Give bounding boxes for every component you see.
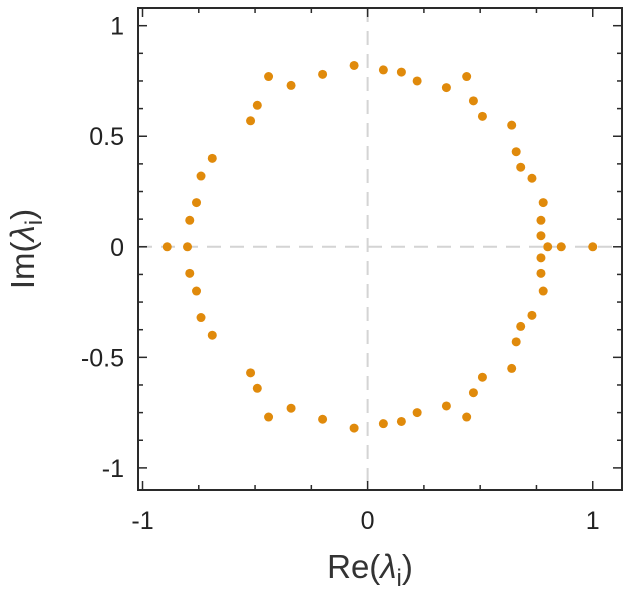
data-point xyxy=(536,231,546,241)
data-point xyxy=(196,313,206,323)
data-point xyxy=(511,337,521,347)
data-point xyxy=(349,423,359,433)
data-point xyxy=(462,72,472,82)
data-point xyxy=(207,153,217,163)
data-point xyxy=(462,412,472,422)
data-point xyxy=(412,76,422,86)
y-tick-label: 0.5 xyxy=(89,123,124,151)
y-tick-label: -0.5 xyxy=(81,344,124,372)
data-point xyxy=(507,120,517,130)
data-point xyxy=(349,60,359,70)
data-markers xyxy=(162,60,598,433)
data-point xyxy=(185,215,195,225)
data-point xyxy=(477,111,487,121)
zero-lines xyxy=(138,8,622,490)
data-point xyxy=(511,147,521,157)
data-point xyxy=(185,268,195,278)
data-point xyxy=(207,330,217,340)
data-point xyxy=(412,408,422,418)
y-tick-label: 1 xyxy=(110,13,124,41)
data-point xyxy=(252,383,262,393)
data-point xyxy=(516,162,526,172)
data-point xyxy=(264,72,274,82)
data-point xyxy=(378,65,388,75)
data-point xyxy=(396,416,406,426)
data-point xyxy=(468,96,478,106)
data-point xyxy=(536,215,546,225)
data-point xyxy=(318,414,328,424)
data-point xyxy=(162,242,172,252)
x-tick-label: 0 xyxy=(361,507,375,535)
data-point xyxy=(516,321,526,331)
data-point xyxy=(543,242,553,252)
x-axis-title: Re(λi) xyxy=(327,548,413,592)
data-point xyxy=(396,67,406,77)
x-tick-label: -1 xyxy=(131,507,153,535)
tick-labels: -1 0 1 -1 -0.5 0 0.5 1 xyxy=(81,13,600,535)
y-tick-label: -1 xyxy=(102,455,124,483)
data-point xyxy=(192,198,202,208)
data-point xyxy=(252,100,262,110)
data-point xyxy=(527,310,537,320)
x-tick-label: 1 xyxy=(586,507,600,535)
data-point xyxy=(477,372,487,382)
data-point xyxy=(286,80,296,90)
data-point xyxy=(318,69,328,79)
plot-frame xyxy=(137,7,623,491)
data-point xyxy=(264,412,274,422)
y-axis-title: Im(λi) xyxy=(4,209,48,289)
data-point xyxy=(507,363,517,373)
data-point xyxy=(441,83,451,93)
data-point xyxy=(538,198,548,208)
data-point xyxy=(192,286,202,296)
data-point xyxy=(538,286,548,296)
data-point xyxy=(588,242,598,252)
data-point xyxy=(527,173,537,183)
data-point xyxy=(246,116,256,126)
data-point xyxy=(183,242,193,252)
y-tick-label: 0 xyxy=(110,234,124,262)
data-point xyxy=(196,171,206,181)
data-point xyxy=(441,401,451,411)
data-point xyxy=(286,403,296,413)
data-point xyxy=(556,242,566,252)
data-point xyxy=(536,253,546,263)
data-point xyxy=(246,368,256,378)
data-point xyxy=(468,388,478,398)
axis-ticks xyxy=(138,8,622,490)
data-point xyxy=(378,419,388,429)
data-point xyxy=(536,268,546,278)
